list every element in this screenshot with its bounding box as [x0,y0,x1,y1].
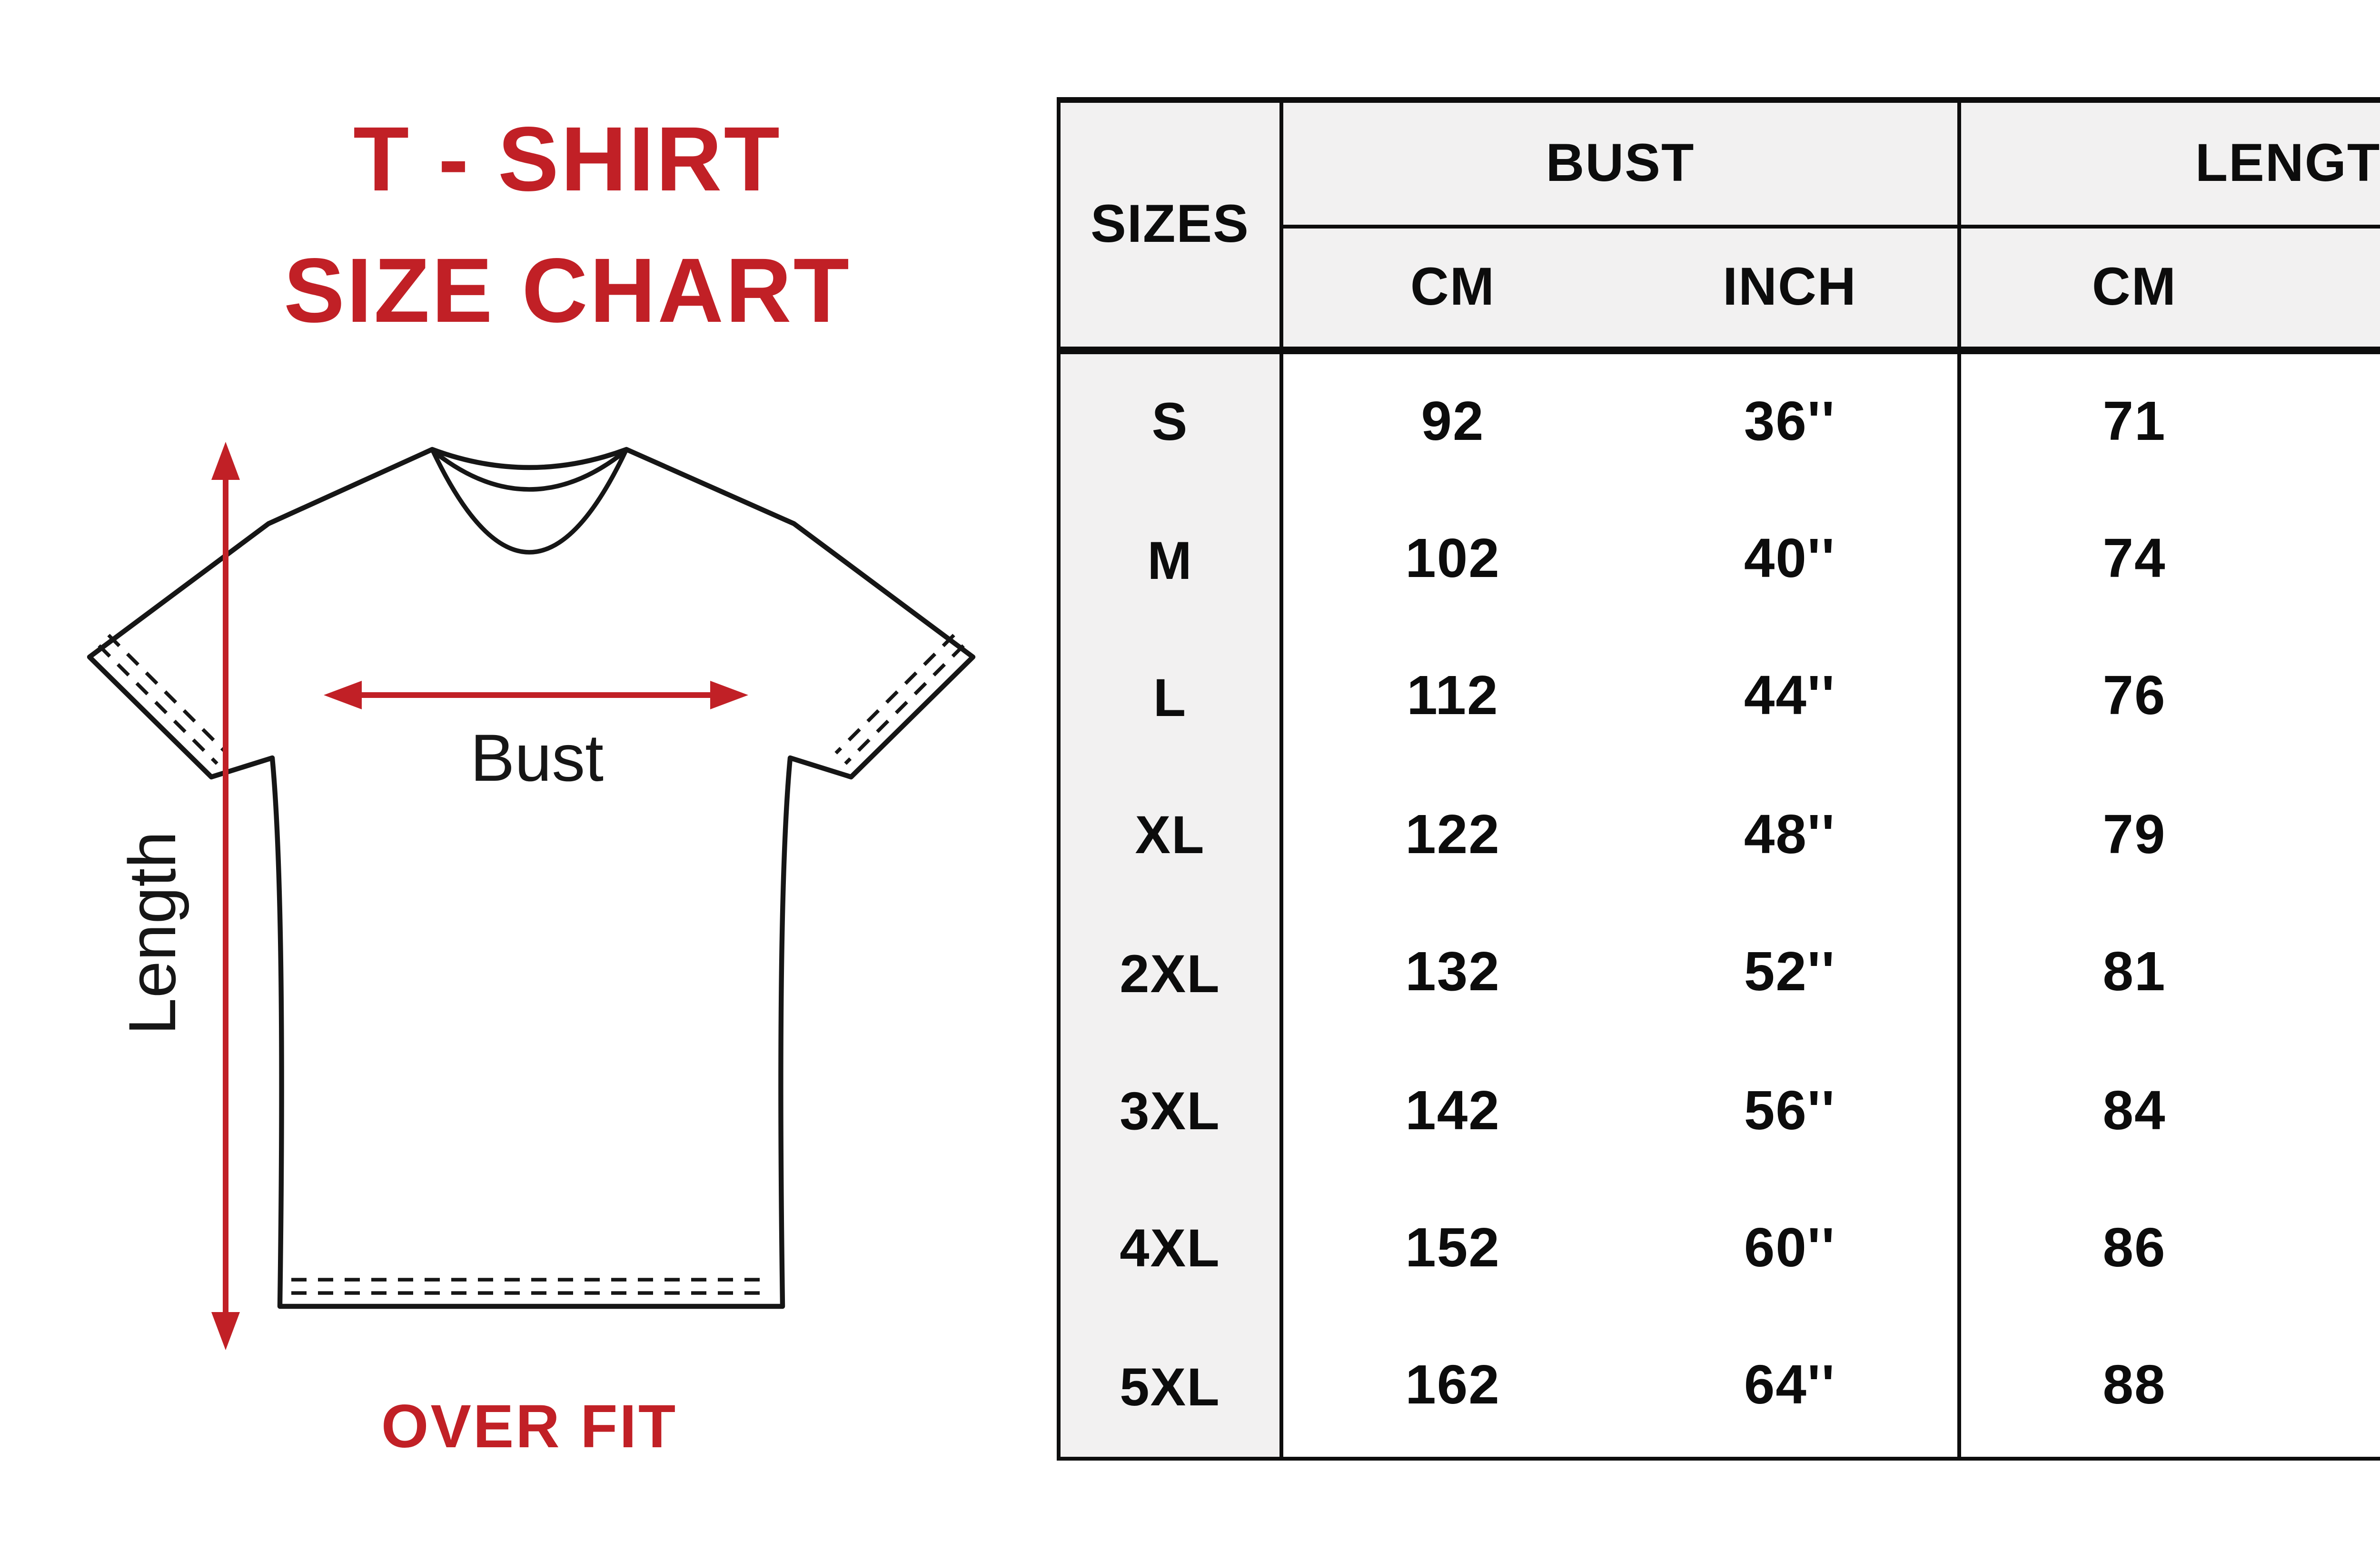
bust-inch-cell: 48'' [1622,767,1961,905]
bust-inch-cell: 36'' [1622,354,1961,492]
tshirt-diagram: Bust Length [76,415,990,1367]
length-group-header: LENGTH [1961,103,2380,229]
length-cm-cell: 88 [1961,1319,2308,1457]
bust-inch-cell: 60'' [1622,1181,1961,1319]
sizes-header-cell: SIZES [1061,103,1283,354]
bust-cm-cell: 122 [1283,767,1622,905]
collar-outer-line [430,448,629,555]
length-inch-cell: 32'' [2308,905,2380,1044]
length-label: Length [115,831,189,1035]
length-inch-cell: 35'' [2308,1319,2380,1457]
length-cm-cell: 76 [1961,630,2308,768]
size-cell: 2XL [1061,905,1283,1044]
bust-inch-cell: 64'' [1622,1319,1961,1457]
page-title: T - SHIRT SIZE CHART [0,95,1135,358]
length-inch-cell: 34'' [2308,1181,2380,1319]
size-cell: 4XL [1061,1181,1283,1319]
tshirt-graphic: Bust Length [87,442,976,1350]
left-sleeve-stitch-2 [107,634,228,755]
length-cm-cell: 71 [1961,354,2308,492]
size-cell: 5XL [1061,1319,1283,1457]
bust-inch-cell: 44'' [1622,630,1961,768]
length-inch-cell: 31'' [2308,767,2380,905]
length-inch-cell: 30'' [2308,630,2380,768]
left-sleeve-stitch-1 [98,644,218,765]
page-title-line2: SIZE CHART [284,242,851,343]
size-cell: XL [1061,767,1283,905]
bust-cm-cell: 112 [1283,630,1622,768]
length-inch-header: INCH [2308,229,2380,354]
collar-inner-line [435,451,624,492]
bust-inch-cell: 52'' [1622,905,1961,1044]
size-cell: S [1061,354,1283,492]
length-inch-cell: 28'' [2308,354,2380,492]
bust-cm-cell: 92 [1283,354,1622,492]
bust-cm-cell: 142 [1283,1043,1622,1181]
bust-cm-cell: 162 [1283,1319,1622,1457]
fit-type-caption: OVER FIT [381,1392,678,1461]
bust-label: Bust [470,720,604,795]
size-cell: M [1061,492,1283,630]
right-sleeve-stitch-1 [844,644,965,765]
size-chart-table: SIZES BUST LENGTH CM INCH CM INCH S 92 3… [1057,97,2380,1461]
right-sleeve-stitch-2 [834,634,955,755]
bust-inch-cell: 40'' [1622,492,1961,630]
length-cm-cell: 84 [1961,1043,2308,1181]
tshirt-outline [87,447,976,1309]
bust-cm-cell: 132 [1283,905,1622,1044]
bust-cm-header: CM [1283,229,1622,354]
length-cm-cell: 74 [1961,492,2308,630]
bust-group-header: BUST [1283,103,1961,229]
page-title-line1: T - SHIRT [353,110,782,211]
length-cm-cell: 81 [1961,905,2308,1044]
length-arrow-icon [211,442,240,1350]
bust-arrow-icon [324,681,748,709]
bust-inch-cell: 56'' [1622,1043,1961,1181]
length-cm-header: CM [1961,229,2308,354]
length-cm-cell: 86 [1961,1181,2308,1319]
bust-inch-header: INCH [1622,229,1961,354]
bust-cm-cell: 152 [1283,1181,1622,1319]
bust-cm-cell: 102 [1283,492,1622,630]
size-cell: 3XL [1061,1043,1283,1181]
length-inch-cell: 29'' [2308,492,2380,630]
length-inch-cell: 33'' [2308,1043,2380,1181]
length-cm-cell: 79 [1961,767,2308,905]
size-cell: L [1061,630,1283,768]
